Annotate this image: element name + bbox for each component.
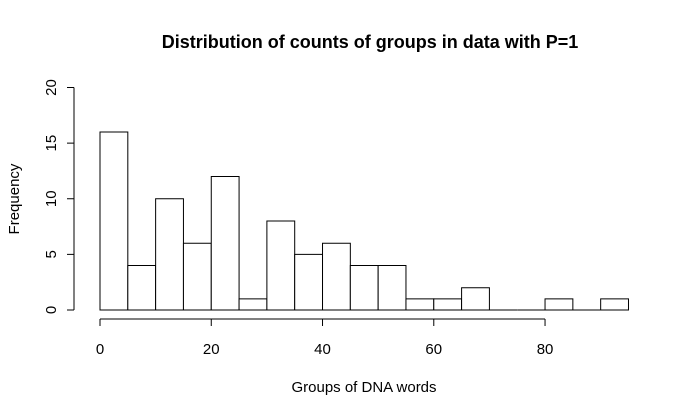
histogram-bar [406,299,434,310]
y-tick-label: 10 [43,190,60,207]
x-tick-label: 60 [425,341,442,358]
histogram-bar [156,199,184,310]
histogram-bar [378,266,406,311]
x-tick-label: 20 [203,341,220,358]
histogram-bar [350,266,378,311]
histogram-bar [267,221,295,310]
x-tick-label: 0 [96,341,104,358]
y-axis-label: Frequency [6,163,23,234]
y-tick-label: 15 [43,135,60,152]
x-tick-label: 80 [537,341,554,358]
histogram-bar [434,299,462,310]
histogram-bar [462,288,490,310]
bars-group [100,132,628,310]
histogram-bar [128,266,156,311]
histogram-bar [601,299,629,310]
y-axis: 0 5 10 15 20 [43,79,74,314]
y-tick-label: 0 [43,306,60,314]
chart-title: Distribution of counts of groups in data… [162,32,579,52]
x-tick-label: 40 [314,341,331,358]
histogram-bar [211,177,239,311]
histogram-bar [295,254,323,310]
histogram-bar [239,299,267,310]
histogram-bar [100,132,128,310]
histogram-bar [323,243,351,310]
x-axis-label: Groups of DNA words [291,379,436,396]
histogram-bar [545,299,573,310]
x-axis: 0 20 40 60 80 [96,319,554,358]
y-tick-label: 20 [43,79,60,96]
histogram-bar [183,243,211,310]
y-tick-label: 5 [43,250,60,258]
